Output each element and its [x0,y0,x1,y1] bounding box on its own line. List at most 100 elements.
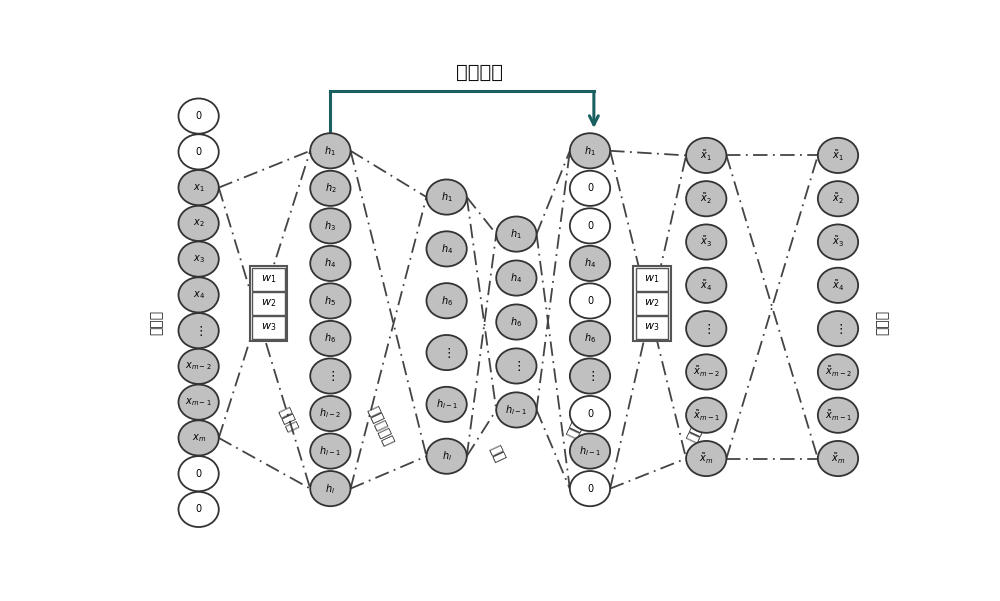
Ellipse shape [310,283,351,319]
Ellipse shape [818,181,858,216]
Text: $w_3$: $w_3$ [261,322,276,334]
Ellipse shape [570,433,610,469]
Text: $\vdots$: $\vdots$ [586,369,594,383]
Text: 最大値池化: 最大値池化 [366,404,396,448]
Ellipse shape [178,456,219,491]
Ellipse shape [686,181,726,216]
Text: 0: 0 [196,469,202,478]
Text: $w_1$: $w_1$ [644,273,660,285]
Text: $\vdots$: $\vdots$ [512,359,521,373]
Ellipse shape [496,349,537,383]
Ellipse shape [686,138,726,173]
FancyBboxPatch shape [252,268,285,290]
Ellipse shape [426,231,467,266]
Ellipse shape [178,420,219,456]
Ellipse shape [818,267,858,303]
Text: $h_4$: $h_4$ [324,257,336,270]
Text: 0: 0 [587,409,593,418]
Ellipse shape [310,396,351,431]
Ellipse shape [310,133,351,168]
Ellipse shape [426,180,467,215]
Text: 上采样: 上采样 [565,412,588,441]
Text: $h_2$: $h_2$ [325,182,336,195]
Ellipse shape [686,311,726,346]
Text: $\tilde{x}_3$: $\tilde{x}_3$ [700,234,712,249]
Text: $h_1$: $h_1$ [324,144,336,157]
Text: $\tilde{x}_m$: $\tilde{x}_m$ [831,451,845,466]
Text: 卷积层: 卷积层 [276,405,299,433]
Text: $h_{l-1}$: $h_{l-1}$ [505,403,527,417]
Text: $h_{l-1}$: $h_{l-1}$ [579,444,601,458]
Text: $\tilde{x}_{m-1}$: $\tilde{x}_{m-1}$ [825,408,851,423]
Text: $\vdots$: $\vdots$ [442,346,451,359]
Ellipse shape [310,246,351,281]
Text: $\tilde{x}_{m-1}$: $\tilde{x}_{m-1}$ [693,408,720,423]
FancyBboxPatch shape [636,293,668,314]
Text: $h_1$: $h_1$ [584,144,596,157]
Text: $\tilde{x}_{m-2}$: $\tilde{x}_{m-2}$ [693,365,720,379]
Text: $w_2$: $w_2$ [261,297,276,310]
FancyBboxPatch shape [252,317,285,339]
Text: $\tilde{x}_m$: $\tilde{x}_m$ [699,451,713,466]
Ellipse shape [818,138,858,173]
Ellipse shape [178,99,219,133]
Text: $x_{m-1}$: $x_{m-1}$ [185,396,212,408]
Ellipse shape [310,433,351,469]
Text: $\vdots$: $\vdots$ [834,322,842,335]
Ellipse shape [178,206,219,241]
Ellipse shape [496,392,537,427]
Text: $\tilde{x}_1$: $\tilde{x}_1$ [700,148,712,163]
Ellipse shape [570,321,610,356]
Text: $x_{m-2}$: $x_{m-2}$ [185,361,212,372]
Ellipse shape [310,209,351,243]
Text: 0: 0 [587,221,593,231]
Ellipse shape [570,396,610,431]
Text: 0: 0 [587,296,593,306]
Ellipse shape [178,242,219,276]
Text: $\tilde{x}_4$: $\tilde{x}_4$ [832,278,844,293]
Ellipse shape [178,134,219,169]
Text: $\tilde{x}_4$: $\tilde{x}_4$ [700,278,712,293]
Text: $\vdots$: $\vdots$ [194,324,203,338]
Ellipse shape [426,439,467,474]
Text: $h_6$: $h_6$ [441,294,453,308]
Ellipse shape [426,335,467,370]
Ellipse shape [818,441,858,476]
Text: $h_l$: $h_l$ [325,482,335,495]
Text: 输入层: 输入层 [149,310,163,335]
Ellipse shape [818,224,858,260]
Text: $h_l$: $h_l$ [442,450,452,463]
Ellipse shape [570,358,610,394]
Text: 0: 0 [196,147,202,157]
Text: 0: 0 [587,484,593,493]
Text: $\tilde{x}_1$: $\tilde{x}_1$ [832,148,844,163]
Ellipse shape [310,171,351,206]
Ellipse shape [310,358,351,394]
Text: 反卷积层: 反卷积层 [685,408,712,444]
Text: $\vdots$: $\vdots$ [326,369,335,383]
Text: $h_1$: $h_1$ [441,190,453,204]
Ellipse shape [686,355,726,389]
Ellipse shape [178,170,219,205]
Text: $h_{l-2}$: $h_{l-2}$ [319,407,341,421]
Text: $w_1$: $w_1$ [261,273,276,285]
Text: $h_6$: $h_6$ [324,332,336,346]
Text: $x_2$: $x_2$ [193,218,204,229]
Text: $h_5$: $h_5$ [324,294,336,308]
Text: 特征: 特征 [487,444,507,465]
Ellipse shape [818,355,858,389]
Ellipse shape [818,311,858,346]
Text: $\tilde{x}_2$: $\tilde{x}_2$ [832,191,844,206]
Text: 0: 0 [196,504,202,514]
FancyBboxPatch shape [636,268,668,290]
Ellipse shape [178,349,219,384]
Text: $h_6$: $h_6$ [510,315,522,329]
Text: $\tilde{x}_3$: $\tilde{x}_3$ [832,234,844,249]
Text: $\tilde{x}_2$: $\tilde{x}_2$ [700,191,712,206]
Text: $h_4$: $h_4$ [584,257,596,270]
Ellipse shape [178,277,219,313]
Ellipse shape [686,441,726,476]
Text: $h_4$: $h_4$ [510,271,522,285]
Ellipse shape [818,398,858,433]
FancyBboxPatch shape [250,266,287,341]
